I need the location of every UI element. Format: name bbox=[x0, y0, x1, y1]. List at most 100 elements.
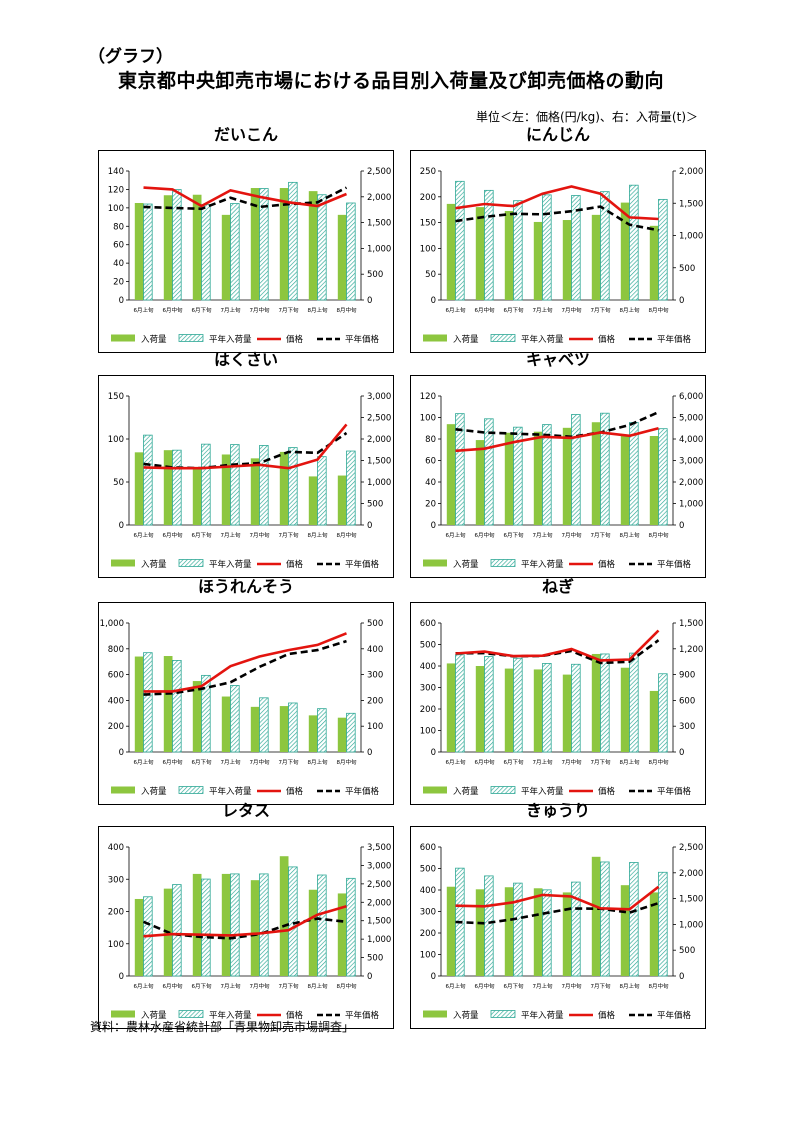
y-tick-label-left: 40 bbox=[113, 259, 124, 269]
chart-svg: 0 200 400 600 800 1,000 0 100 200 300 400 500 6月上旬 6月… bbox=[100, 619, 384, 797]
y-tick-label-left: 150 bbox=[108, 392, 124, 402]
y-tick-label-left: 0 bbox=[119, 972, 124, 982]
chart-svg: 0 100 200 300 400 0 500 1,000 1,500 2,000 2,500 3,0… bbox=[108, 843, 392, 1021]
bar-avg-arrival bbox=[600, 653, 610, 753]
bar-avg-arrival bbox=[317, 874, 327, 977]
x-tick-label: 6月上旬 bbox=[134, 531, 154, 539]
bar-arrival bbox=[533, 221, 543, 300]
y-tick-label-right: 2,000 bbox=[679, 167, 703, 177]
legend-label-arrival: 入荷量 bbox=[453, 559, 479, 570]
legend-label-arrival: 入荷量 bbox=[141, 1010, 167, 1021]
x-tick-label: 7月上旬 bbox=[221, 758, 241, 766]
bar-avg-arrival bbox=[230, 873, 240, 977]
y-tick-label-left: 60 bbox=[113, 241, 124, 251]
bar-arrival bbox=[591, 653, 601, 752]
bar-avg-arrival bbox=[201, 204, 211, 301]
legend-swatch-avg-arrival bbox=[490, 334, 516, 342]
y-tick-label-right: 500 bbox=[367, 619, 383, 629]
legend-label-avg-price: 平年価格 bbox=[345, 1010, 380, 1021]
legend-swatch-arrival bbox=[423, 1010, 447, 1018]
bar-avg-arrival bbox=[484, 189, 494, 301]
legend-label-avg-arrival: 平年入荷量 bbox=[521, 1010, 564, 1021]
y-tick-label-left: 400 bbox=[420, 886, 436, 896]
x-tick-label: 6月下旬 bbox=[192, 531, 212, 539]
chart-svg: 0 100 200 300 400 500 600 0 300 600 900 1,200 1,500 6… bbox=[420, 619, 704, 797]
y-tick-label-left: 80 bbox=[113, 222, 124, 232]
bar-avg-arrival bbox=[346, 712, 356, 753]
chart-negi: ねぎ 0 100 200 300 400 500 600 0 300 600 900 1,200 1,5… bbox=[410, 577, 706, 805]
x-tick-label: 6月下旬 bbox=[504, 531, 524, 539]
y-tick-label-right: 500 bbox=[367, 500, 383, 510]
y-tick-label-left: 50 bbox=[113, 478, 124, 488]
bar-arrival bbox=[446, 886, 456, 976]
x-tick-label: 6月中旬 bbox=[163, 758, 183, 766]
y-tick-label-right: 500 bbox=[679, 264, 695, 274]
y-tick-label-left: 600 bbox=[108, 671, 124, 681]
bar-arrival bbox=[562, 892, 572, 976]
bar-avg-arrival bbox=[542, 889, 552, 977]
bar-avg-arrival bbox=[201, 443, 211, 526]
x-tick-label: 7月下旬 bbox=[591, 982, 611, 990]
x-tick-label: 7月下旬 bbox=[279, 306, 299, 314]
bar-avg-arrival bbox=[571, 881, 581, 977]
x-tick-label: 6月中旬 bbox=[475, 531, 495, 539]
y-tick-label-right: 3,000 bbox=[679, 457, 703, 467]
y-tick-label-right: 1,500 bbox=[367, 917, 391, 927]
legend-label-avg-arrival: 平年入荷量 bbox=[521, 786, 564, 797]
y-tick-label-right: 1,500 bbox=[679, 619, 703, 629]
y-tick-label-left: 0 bbox=[431, 296, 436, 306]
x-tick-label: 7月上旬 bbox=[533, 758, 553, 766]
bar-arrival bbox=[134, 656, 144, 752]
y-tick-label-left: 300 bbox=[420, 684, 436, 694]
y-tick-label-left: 20 bbox=[425, 500, 436, 510]
bar-arrival bbox=[163, 656, 173, 752]
bar-avg-arrival bbox=[288, 866, 298, 977]
x-tick-label: 7月中旬 bbox=[562, 306, 582, 314]
x-tick-label: 7月中旬 bbox=[250, 306, 270, 314]
chart-svg: 0 20 40 60 80 100 120 0 1,000 2,000 3,000 4,000 5,00… bbox=[420, 392, 704, 570]
bar-avg-arrival bbox=[455, 413, 465, 526]
y-tick-label-right: 4,000 bbox=[679, 435, 703, 445]
bar-avg-arrival bbox=[658, 673, 668, 753]
x-tick-label: 8月中旬 bbox=[649, 982, 669, 990]
bar-avg-arrival bbox=[455, 180, 465, 301]
y-tick-label-right: 2,000 bbox=[679, 869, 703, 879]
x-tick-label: 7月中旬 bbox=[562, 758, 582, 766]
bar-arrival bbox=[504, 210, 514, 300]
y-tick-label-left: 0 bbox=[119, 748, 124, 758]
bar-arrival bbox=[649, 225, 659, 300]
chart-title: にんじん bbox=[525, 125, 590, 144]
bar-arrival bbox=[591, 214, 601, 300]
bar-arrival bbox=[533, 888, 543, 976]
bar-arrival bbox=[308, 715, 318, 752]
legend-swatch-arrival bbox=[423, 559, 447, 567]
legend-swatch-avg-arrival bbox=[490, 559, 516, 567]
bar-arrival bbox=[250, 880, 260, 976]
x-tick-label: 8月上旬 bbox=[620, 982, 640, 990]
x-tick-label: 7月下旬 bbox=[279, 758, 299, 766]
x-tick-label: 6月上旬 bbox=[134, 982, 154, 990]
y-tick-label-right: 300 bbox=[367, 671, 383, 681]
y-tick-label-left: 0 bbox=[119, 296, 124, 306]
y-tick-label-right: 5,000 bbox=[679, 414, 703, 424]
chart-svg: 0 50 100 150 200 250 0 500 1,000 1,500 2,000 6月上旬 6月… bbox=[420, 167, 704, 345]
chart-lettuce: レタス 0 100 200 300 400 0 500 1,000 1,500 2,000 2,50… bbox=[98, 801, 394, 1029]
line-avg-price bbox=[143, 186, 348, 211]
page-title: 東京都中央卸売市場における品目別入荷量及び卸売価格の動向 bbox=[118, 70, 665, 92]
bar-avg-arrival bbox=[201, 878, 211, 977]
line-avg-price bbox=[143, 639, 347, 696]
y-tick-label-right: 2,500 bbox=[367, 414, 391, 424]
chart-title: はくさい bbox=[213, 350, 278, 369]
bar-avg-arrival bbox=[230, 203, 240, 301]
y-tick-label-left: 100 bbox=[108, 435, 124, 445]
bar-avg-arrival bbox=[288, 181, 298, 301]
legend-label-avg-arrival: 平年入荷量 bbox=[209, 334, 252, 345]
chart-frame: 0 100 200 300 400 500 600 0 500 1,000 1,500 2,000 2,… bbox=[410, 826, 706, 1029]
x-tick-label: 7月上旬 bbox=[533, 306, 553, 314]
chart-frame: 0 50 100 150 0 500 1,000 1,500 2,000 2,500 3,000 6月… bbox=[98, 375, 394, 578]
chart-svg: 0 50 100 150 0 500 1,000 1,500 2,000 2,500 3,000 6月… bbox=[108, 392, 392, 570]
bar-arrival bbox=[308, 889, 318, 976]
legend-label-avg-price: 平年価格 bbox=[345, 559, 380, 570]
y-tick-label-left: 0 bbox=[431, 748, 436, 758]
legend-swatch-arrival bbox=[423, 334, 447, 342]
